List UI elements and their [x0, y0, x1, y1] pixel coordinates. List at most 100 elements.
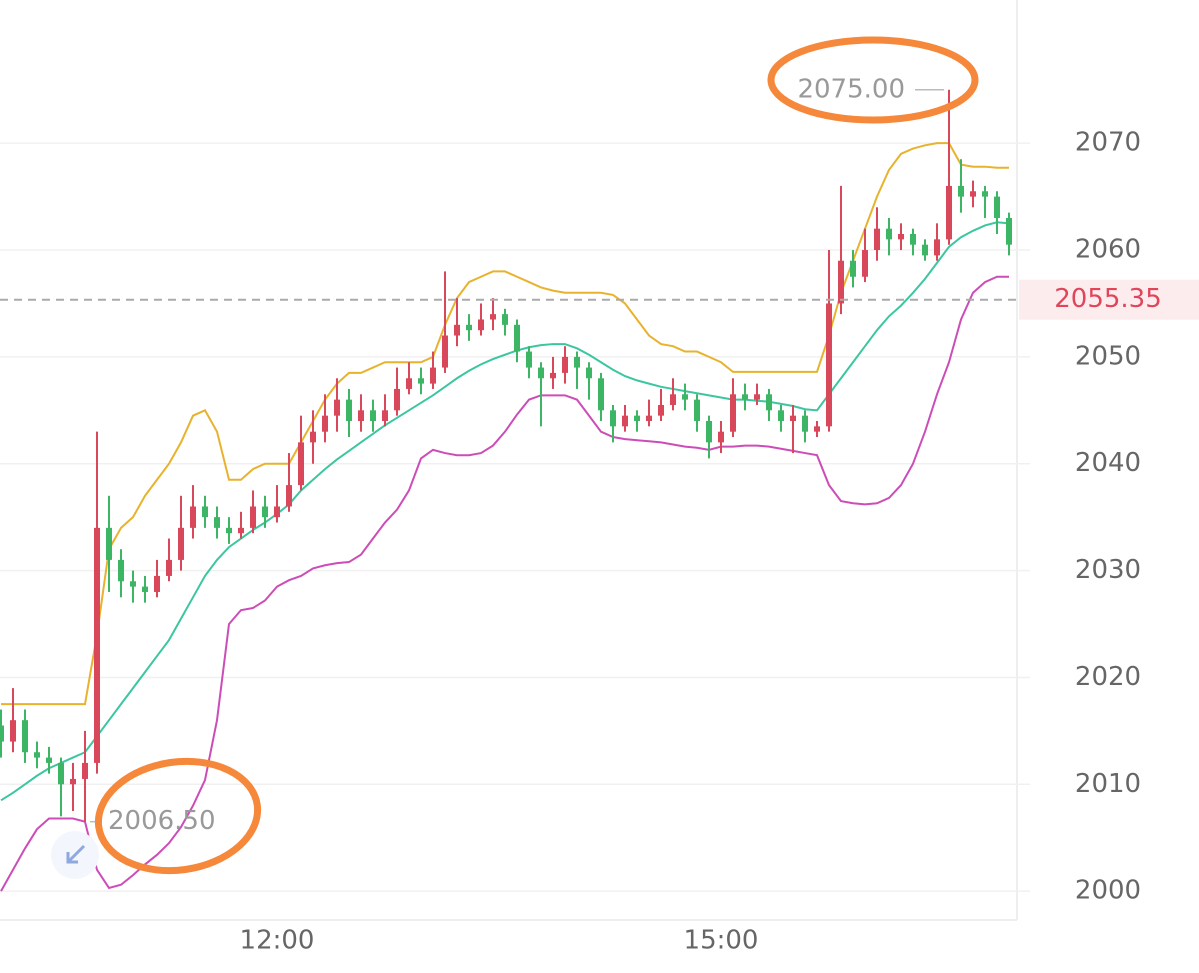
candle-body — [586, 367, 592, 379]
candle-body — [394, 388, 400, 411]
candle-body — [910, 234, 916, 245]
candle-body — [286, 485, 292, 507]
candle-body — [622, 415, 628, 427]
y-tick-label: 2070 — [1075, 128, 1141, 158]
candle-body — [250, 506, 256, 528]
jump-icon — [66, 844, 86, 864]
candle-body — [94, 527, 100, 763]
candle-body — [238, 527, 244, 534]
candle-body — [466, 324, 472, 331]
candle-body — [154, 575, 160, 592]
candle-body — [142, 586, 148, 592]
candle-body — [778, 410, 784, 421]
candle-body — [382, 410, 388, 421]
candle-body — [634, 415, 640, 421]
candle-body — [58, 762, 64, 785]
candle-body — [130, 581, 136, 587]
candle-body — [694, 399, 700, 421]
y-tick-label: 2050 — [1075, 341, 1141, 371]
candle-body — [862, 250, 868, 277]
candle-body — [358, 410, 364, 421]
x-tick-label: 12:00 — [240, 926, 315, 956]
candle-body — [70, 778, 76, 785]
candle-body — [310, 431, 316, 443]
candle-body — [754, 394, 760, 400]
highlight-ellipse — [94, 757, 262, 875]
y-tick-label: 2030 — [1075, 555, 1141, 585]
candle-body — [298, 442, 304, 486]
band-line — [0, 275, 1009, 892]
candle-body — [118, 559, 124, 582]
candle-body — [0, 725, 4, 742]
candle-body — [766, 394, 772, 411]
high-label: 2075.00 — [797, 74, 905, 104]
y-tick-label: 2060 — [1075, 235, 1141, 265]
last-price-label: 2055.35 — [1054, 284, 1162, 314]
candle-body — [562, 356, 568, 373]
candle-body — [802, 415, 808, 432]
candle-body — [814, 426, 820, 432]
y-tick-label: 2000 — [1075, 876, 1141, 906]
candle-body — [838, 260, 844, 304]
candle-body — [670, 394, 676, 405]
candle-body — [730, 394, 736, 432]
candle-body — [658, 404, 664, 416]
candle-body — [478, 319, 484, 331]
candle-body — [190, 506, 196, 528]
candle-body — [10, 720, 16, 742]
candles — [0, 89, 1012, 822]
candle-body — [22, 720, 28, 753]
candle-body — [706, 420, 712, 443]
candle-body — [346, 399, 352, 421]
y-tick-label: 2040 — [1075, 448, 1141, 478]
candle-body — [370, 410, 376, 421]
candle-body — [502, 314, 508, 325]
candle-body — [718, 431, 724, 443]
candle-body — [850, 260, 856, 277]
highlight-ellipse — [767, 36, 979, 124]
candle-body — [106, 527, 112, 560]
last-price-tag — [1019, 279, 1199, 320]
candle-body — [166, 559, 172, 576]
candle-body — [262, 506, 268, 518]
low-label: 2006.50 — [108, 806, 216, 836]
candle-body — [886, 228, 892, 240]
candle-body — [406, 378, 412, 389]
candle-body — [982, 191, 988, 197]
candle-body — [826, 303, 832, 427]
candle-body — [538, 367, 544, 379]
candle-body — [202, 506, 208, 518]
candle-body — [490, 314, 496, 320]
y-tick-label: 2020 — [1075, 662, 1141, 692]
band-line — [0, 221, 1010, 802]
candle-body — [526, 351, 532, 368]
candle-body — [610, 410, 616, 427]
candle-body — [442, 335, 448, 368]
candle-body — [646, 415, 652, 421]
candle-body — [514, 324, 520, 352]
y-tick-label: 2010 — [1075, 769, 1141, 799]
candle-body — [742, 394, 748, 400]
candle-body — [82, 762, 88, 779]
candle-body — [274, 506, 280, 518]
candle-body — [322, 415, 328, 432]
candle-body — [682, 394, 688, 400]
x-tick-label: 15:00 — [684, 926, 759, 956]
candle-body — [970, 191, 976, 197]
candle-body — [598, 378, 604, 411]
candle-body — [34, 752, 40, 758]
candle-body — [946, 185, 952, 240]
candle-body — [334, 399, 340, 416]
candle-body — [874, 228, 880, 251]
candle-body — [430, 367, 436, 384]
candle-body — [418, 378, 424, 384]
candle-body — [214, 517, 220, 528]
candle-body — [898, 234, 904, 240]
candle-body — [1006, 217, 1012, 245]
candle-body — [454, 324, 460, 336]
candle-body — [790, 415, 796, 421]
candle-body — [226, 527, 232, 534]
labels: 2000 2010 2020 2030 2040 2050 2060 2070 12:00 15:… — [0, 74, 1199, 956]
